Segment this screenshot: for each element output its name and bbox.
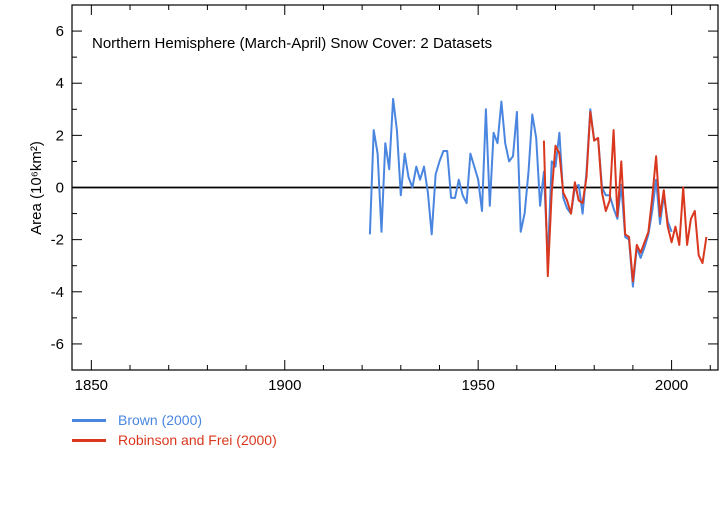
axis-tick-labels: 1850 1900 1950 2000 -6 -4 -2 0 2 4 6 <box>51 23 689 394</box>
legend-swatch-robinson-frei <box>72 438 106 442</box>
legend-label-robinson-frei: Robinson and Frei (2000) <box>118 432 277 448</box>
x-tick-label: 1950 <box>461 377 494 394</box>
y-tick-label: -4 <box>51 284 64 301</box>
x-tick-label: 2000 <box>655 377 688 394</box>
y-tick-label: 2 <box>56 127 64 144</box>
legend: Brown (2000) Robinson and Frei (2000) <box>72 410 277 450</box>
chart-title: Northern Hemisphere (March-April) Snow C… <box>92 35 492 52</box>
series-line-1 <box>542 110 708 283</box>
y-tick-label: -2 <box>51 232 64 249</box>
series-layer <box>368 97 708 288</box>
x-tick-label: 1850 <box>75 377 108 394</box>
legend-item-robinson-frei: Robinson and Frei (2000) <box>72 430 277 450</box>
legend-swatch-brown <box>72 418 106 422</box>
y-tick-label: 4 <box>56 75 64 92</box>
y-tick-label: 0 <box>56 180 64 197</box>
y-axis-label: Area (10⁶km²) <box>28 141 45 235</box>
x-tick-label: 1900 <box>268 377 301 394</box>
y-tick-label: -6 <box>51 336 64 353</box>
series-line-0 <box>368 97 673 288</box>
legend-item-brown: Brown (2000) <box>72 410 277 430</box>
y-tick-label: 6 <box>56 23 64 40</box>
legend-label-brown: Brown (2000) <box>118 412 203 428</box>
